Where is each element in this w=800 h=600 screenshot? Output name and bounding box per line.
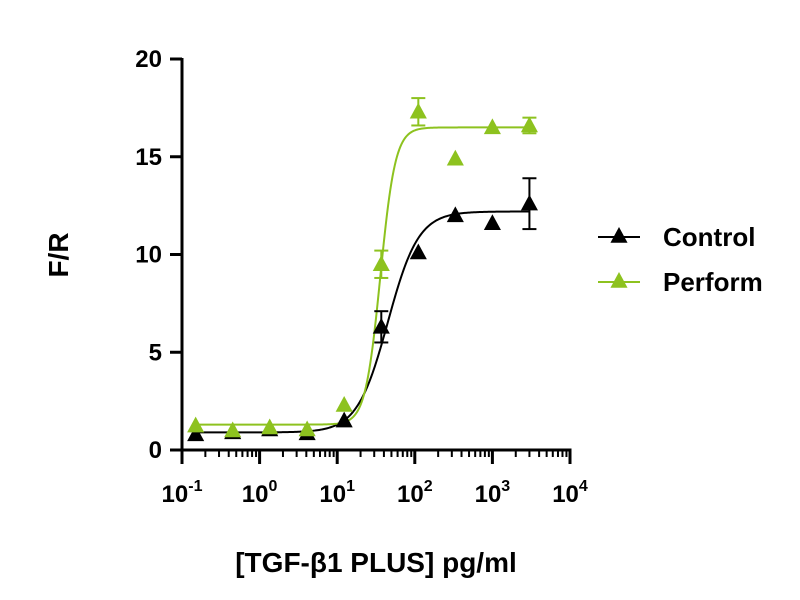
- data-point-control: [187, 425, 205, 442]
- x-tick-label: 102: [397, 478, 433, 508]
- data-point-control: [520, 194, 538, 211]
- x-tick-label: 10-1: [162, 478, 203, 508]
- data-point-control: [335, 411, 353, 428]
- y-tick-label: 5: [149, 339, 162, 366]
- x-tick-label: 101: [319, 478, 355, 508]
- data-point-perform: [224, 421, 242, 438]
- y-tick-label: 15: [135, 144, 162, 171]
- x-axis-title: [TGF-β1 PLUS] pg/ml: [235, 547, 517, 578]
- y-tick-label: 20: [135, 46, 162, 73]
- y-tick-label: 0: [149, 437, 162, 464]
- legend-marker-perform: [610, 272, 628, 288]
- legend-marker-control: [610, 227, 628, 243]
- data-point-control: [409, 243, 427, 260]
- data-point-perform: [372, 255, 390, 272]
- data-point-control: [483, 214, 501, 230]
- x-tick-label: 100: [242, 478, 278, 508]
- data-point-control: [372, 317, 390, 334]
- data-point-perform: [446, 149, 464, 166]
- data-point-control: [446, 206, 464, 223]
- data-point-perform: [520, 116, 538, 133]
- data-point-perform: [335, 396, 353, 412]
- data-points: [187, 97, 538, 442]
- axes: 0 5 10 15 20 10-1 100 101 102 103 104: [135, 46, 588, 508]
- legend-label-perform: Perform: [663, 267, 763, 297]
- data-point-perform: [483, 118, 501, 135]
- legend: Control Perform: [598, 222, 763, 297]
- x-tick-label: 103: [475, 478, 511, 508]
- data-point-perform: [298, 420, 316, 437]
- x-tick-label: 104: [552, 478, 588, 508]
- y-axis-title: F/R: [43, 232, 74, 277]
- y-tick-label: 10: [135, 242, 162, 269]
- data-point-perform: [409, 102, 427, 119]
- legend-label-control: Control: [663, 222, 755, 252]
- data-point-perform: [187, 416, 205, 433]
- fit-curves: [195, 126, 530, 434]
- data-point-perform: [261, 418, 279, 435]
- fit-curve-perform: [195, 126, 530, 426]
